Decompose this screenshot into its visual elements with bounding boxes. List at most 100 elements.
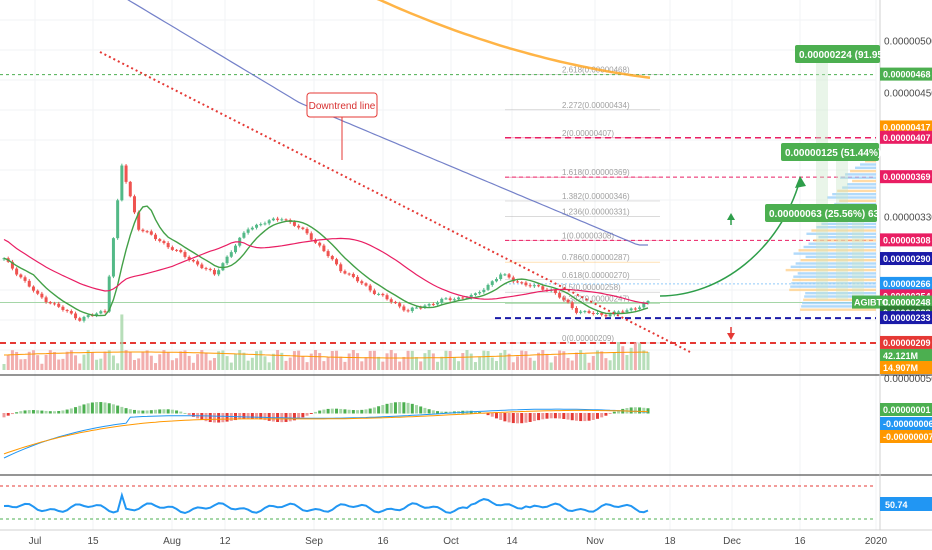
candle-body — [414, 307, 418, 309]
volume-bar — [566, 357, 570, 370]
macd-histogram-bar — [393, 402, 397, 414]
volume-bar — [246, 360, 250, 370]
price-tag-text: 0.00000290 — [883, 254, 931, 264]
candle-body — [221, 263, 225, 271]
candle-body — [490, 281, 494, 285]
time-axis-tick: Sep — [305, 536, 323, 547]
macd-histogram-bar — [326, 408, 330, 414]
macd-histogram-bar — [600, 413, 604, 418]
volume-bar — [478, 356, 482, 370]
macd-histogram-bar — [48, 411, 52, 414]
volume-profile-bar — [789, 288, 876, 292]
candle-body — [478, 292, 482, 294]
candle-body — [507, 274, 511, 278]
candle-body — [217, 270, 221, 275]
macd-histogram-bar — [351, 410, 355, 414]
time-axis-tick: Dec — [723, 536, 741, 547]
macd-histogram-bar — [263, 413, 267, 421]
macd-histogram-bar — [562, 413, 566, 419]
macd-histogram-bar — [208, 413, 212, 423]
volume-profile-bar — [837, 189, 876, 193]
volume-bar — [31, 350, 35, 370]
macd-histogram-bar — [27, 410, 31, 414]
volume-bar — [549, 362, 553, 370]
time-axis-tick: 16 — [794, 536, 806, 547]
volume-bar — [473, 362, 477, 370]
candle-body — [356, 276, 360, 282]
volume-bar — [318, 352, 322, 370]
candle-body — [562, 297, 566, 300]
macd-histogram-bar — [524, 413, 528, 423]
candle-body — [27, 280, 31, 287]
volume-bar — [335, 350, 339, 370]
volume-bar — [381, 361, 385, 370]
volume-bar — [124, 350, 128, 370]
volume-bar — [465, 350, 469, 370]
macd-histogram-bar — [595, 413, 599, 419]
macd-histogram-bar — [473, 411, 477, 414]
candle-body — [326, 251, 330, 257]
macd-histogram-bar — [377, 406, 381, 414]
volume-bar — [490, 357, 494, 370]
annotation-text: Downtrend line — [309, 101, 376, 112]
price-tag-text: 0.00000468 — [883, 70, 931, 80]
candle-body — [448, 298, 452, 300]
volume-bar — [570, 360, 574, 370]
macd-histogram-bar — [36, 410, 40, 414]
candle-body — [74, 313, 78, 319]
candle-body — [154, 234, 158, 240]
macd-histogram-bar — [154, 409, 158, 414]
volume-bar — [86, 350, 90, 370]
macd-histogram-bar — [212, 413, 216, 423]
candle-body — [132, 196, 136, 213]
volume-bar — [204, 352, 208, 370]
candle-body — [250, 227, 254, 230]
volume-bar — [48, 350, 52, 370]
macd-histogram-bar — [574, 413, 578, 421]
candle-body — [234, 245, 238, 253]
candle-body — [486, 284, 490, 290]
macd-histogram-bar — [347, 409, 351, 414]
macd-histogram-bar — [57, 410, 61, 414]
target-callout-text: 0.00000224 (91.95 — [799, 50, 883, 61]
volume-bar — [364, 357, 368, 370]
price-tag — [880, 233, 932, 247]
macd-histogram-bar — [82, 404, 86, 414]
volume-profile-bar — [813, 239, 876, 242]
macd-histogram-bar — [74, 407, 78, 414]
macd-histogram-bar — [486, 413, 490, 416]
candle-body — [15, 268, 19, 275]
target-zone — [816, 60, 828, 300]
price-axis-tick: 0.00000500 — [884, 36, 932, 47]
candle-body — [86, 315, 90, 317]
volume-bar — [553, 356, 557, 370]
macd-histogram-bar — [200, 413, 204, 420]
macd-histogram-bar — [120, 406, 124, 414]
candle-body — [57, 303, 61, 307]
candle-body — [528, 285, 532, 287]
candle-body — [440, 298, 444, 303]
volume-bar — [292, 351, 296, 370]
macd-histogram-bar — [545, 413, 549, 419]
macd-histogram-bar — [166, 409, 170, 414]
volume-bar — [541, 350, 545, 370]
candle-body — [339, 264, 343, 272]
macd-histogram-bar — [356, 410, 360, 414]
volume-bar — [2, 364, 6, 370]
volume-bar — [259, 350, 263, 370]
volume-bar — [162, 350, 166, 370]
candle-body — [473, 293, 477, 296]
volume-bar — [65, 351, 69, 370]
macd-histogram-bar — [549, 413, 553, 419]
candle-body — [23, 277, 27, 281]
macd-histogram-bar — [389, 402, 393, 414]
candle-body — [608, 314, 612, 317]
volume-bar — [494, 360, 498, 370]
volume-bar — [402, 356, 406, 370]
volume-bar — [608, 360, 612, 370]
macd-histogram-bar — [322, 409, 326, 414]
volume-bar — [532, 360, 536, 370]
macd-histogram-bar — [448, 411, 452, 414]
macd-histogram-bar — [532, 413, 536, 422]
candle-body — [40, 293, 44, 298]
